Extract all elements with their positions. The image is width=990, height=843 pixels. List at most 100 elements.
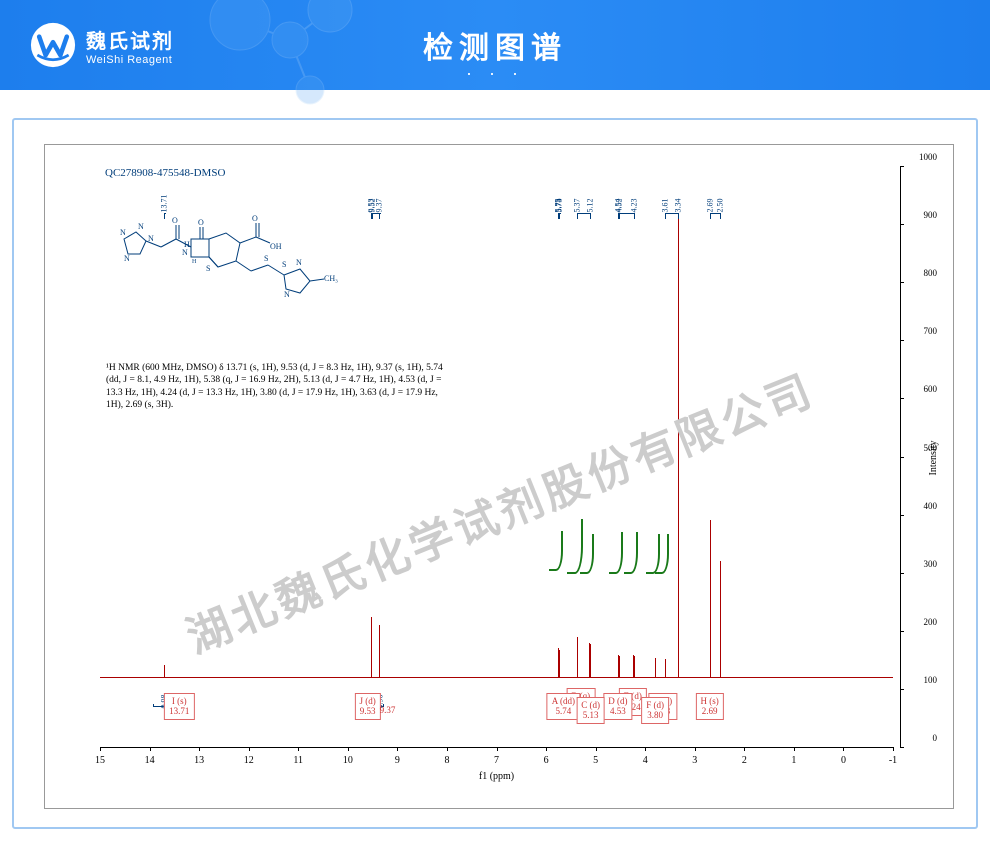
x-tick: [893, 747, 894, 751]
assignment-box: A (dd)5.74: [547, 693, 580, 721]
peak-ppm-label: 9.37: [375, 198, 384, 212]
x-tick: [348, 747, 349, 751]
label-tick: [720, 213, 721, 219]
y-tick-label: 500: [924, 443, 938, 453]
spectrum-content: 湖北魏氏化学试剂股份有限公司 QC278908-475548-DMSO: [44, 144, 954, 809]
x-tick-label: 2: [742, 755, 747, 766]
y-tick-label: 1000: [919, 152, 937, 162]
peak-ppm-label: 4.52: [615, 198, 624, 212]
nmr-peak: [379, 625, 380, 679]
x-tick: [298, 747, 299, 751]
label-tick: [164, 213, 165, 219]
peak-ppm-label: 5.12: [585, 198, 594, 212]
nmr-peak: [634, 656, 635, 678]
nmr-peak: [164, 665, 165, 678]
nmr-peak: [720, 561, 721, 679]
label-tick: [577, 213, 578, 219]
y-tick-label: 100: [924, 675, 938, 685]
x-tick: [447, 747, 448, 751]
x-tick: [497, 747, 498, 751]
y-tick: [900, 282, 904, 283]
peak-ppm-label: 5.73: [555, 198, 564, 212]
svg-text:O: O: [198, 218, 204, 227]
x-tick: [546, 747, 547, 751]
x-tick-label: 3: [692, 755, 697, 766]
y-axis: [900, 167, 901, 748]
y-tick-label: 800: [924, 268, 938, 278]
y-tick: [900, 631, 904, 632]
svg-text:N: N: [124, 254, 130, 263]
integral-curve: [624, 532, 638, 574]
x-tick-label: 0: [841, 755, 846, 766]
svg-text:CH₃: CH₃: [324, 274, 338, 283]
x-tick-label: 5: [593, 755, 598, 766]
svg-text:S: S: [206, 264, 210, 273]
label-tick: [665, 213, 666, 219]
svg-text:N: N: [296, 258, 302, 267]
peak-ppm-label: 5.37: [573, 198, 582, 212]
svg-text:S: S: [264, 254, 268, 263]
x-tick-label: 6: [544, 755, 549, 766]
header-bg-molecule: [200, 0, 420, 110]
label-tick: [590, 213, 591, 219]
x-tick: [794, 747, 795, 751]
brand-name-cn: 魏氏试剂: [86, 25, 174, 54]
svg-text:N: N: [138, 222, 144, 231]
y-tick: [900, 457, 904, 458]
integral-curve: [655, 534, 669, 574]
label-tick: [559, 213, 560, 219]
y-tick-label: 700: [924, 326, 938, 336]
nmr-peak: [559, 650, 560, 678]
x-tick: [397, 747, 398, 751]
nmr-peak: [371, 617, 372, 678]
x-tick-label: 7: [494, 755, 499, 766]
x-tick-label: 4: [643, 755, 648, 766]
x-tick-label: -1: [889, 755, 897, 766]
x-tick-label: 11: [293, 755, 303, 766]
y-tick: [900, 689, 904, 690]
nmr-peak: [710, 520, 711, 678]
label-tick: [619, 213, 620, 219]
label-tick: [379, 213, 380, 219]
peak-ppm-label: 3.34: [673, 198, 682, 212]
assignment-box: I (s)13.71: [164, 693, 194, 721]
nmr-peak: [678, 218, 679, 678]
assignment-box: D (d)4.53: [603, 693, 632, 721]
x-tick-label: 9: [395, 755, 400, 766]
svg-text:N: N: [148, 234, 154, 243]
sample-id: QC278908-475548-DMSO: [105, 167, 225, 179]
brand: 魏氏试剂 WeiShi Reagent: [30, 22, 174, 68]
page-title: 检测图谱: [423, 23, 567, 67]
y-tick-label: 900: [924, 210, 938, 220]
logo-icon: [30, 22, 76, 68]
x-tick-label: 12: [244, 755, 254, 766]
nmr-peak: [577, 638, 578, 678]
integral-curve: [580, 534, 594, 574]
label-tick: [678, 213, 679, 219]
y-tick-label: 0: [933, 733, 938, 743]
y-tick: [900, 515, 904, 516]
y-tick-label: 300: [924, 559, 938, 569]
svg-text:H: H: [184, 240, 190, 249]
integral-curve: [549, 531, 563, 571]
assignment-box: 9.37: [376, 703, 400, 718]
header: 魏氏试剂 WeiShi Reagent 检测图谱 · · ·: [0, 0, 990, 90]
svg-text:O: O: [252, 214, 258, 223]
x-tick: [645, 747, 646, 751]
brand-name-en: WeiShi Reagent: [86, 54, 174, 66]
x-axis-label: f1 (ppm): [479, 771, 514, 782]
assignment-box: C (d)5.13: [576, 697, 605, 725]
y-tick: [900, 573, 904, 574]
y-tick: [900, 747, 904, 748]
y-tick: [900, 166, 904, 167]
x-tick-label: 13: [194, 755, 204, 766]
x-tick: [843, 747, 844, 751]
assignment-box: H (s)2.69: [695, 693, 723, 721]
x-tick: [249, 747, 250, 751]
y-tick-label: 600: [924, 384, 938, 394]
svg-text:N: N: [284, 290, 290, 299]
label-tick: [372, 213, 373, 219]
y-tick-label: 200: [924, 617, 938, 627]
nmr-description: ¹H NMR (600 MHz, DMSO) δ 13.71 (s, 1H), …: [106, 362, 456, 411]
y-tick: [900, 340, 904, 341]
